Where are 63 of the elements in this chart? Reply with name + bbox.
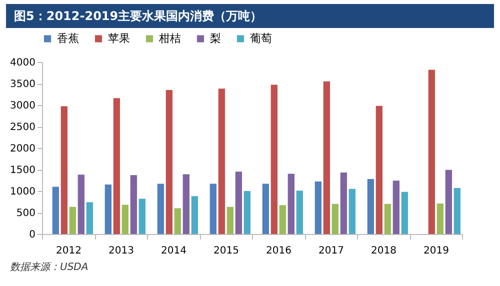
bar [235,172,242,234]
bar [401,192,408,234]
bar [52,186,60,234]
bar [60,106,68,234]
legend-label: 葡萄 [250,32,272,45]
y-tick-label: 3500 [10,79,36,90]
legend-label: 梨 [210,32,221,45]
y-tick-label: 2000 [10,144,36,154]
bar [210,184,217,234]
bar [122,204,128,234]
bar [157,184,164,234]
x-tick-label: 2019 [424,246,449,256]
bar [138,198,146,234]
legend-label: 苹果 [108,32,130,45]
bar [270,84,278,234]
bar [191,196,198,234]
bar [78,174,84,234]
bar [384,204,391,234]
bar [244,191,250,234]
bar [367,178,374,234]
bar [296,190,303,234]
bar [314,182,322,234]
x-tick-label: 2016 [266,246,292,256]
legend-label: 香蕉 [57,32,79,45]
bar [436,203,444,234]
bar [166,90,172,234]
x-tick-label: 2013 [108,246,134,256]
y-tick-label: 1500 [10,165,36,176]
bar [376,106,382,234]
y-tick-label: 1000 [10,186,36,198]
y-tick-label: 0 [29,230,36,240]
bar [340,172,347,234]
y-tick-label: 3000 [10,100,36,112]
bar [86,202,93,234]
x-tick-label: 2012 [56,246,82,256]
x-tick-label: 2017 [318,246,344,256]
bar [69,206,76,234]
y-tick-label: 500 [16,208,36,219]
x-tick-label: 2015 [214,246,239,256]
source-note: 数据来源：USDA [10,260,90,274]
bar [130,175,137,234]
bar [262,184,270,234]
bar [288,174,294,234]
y-tick-label: 2500 [10,122,36,133]
bar [445,170,452,234]
bar [323,81,330,234]
bar [113,98,120,234]
y-tick-label: 4000 [10,58,36,68]
bar [279,205,286,234]
bar [226,206,234,234]
bar [454,188,460,234]
chart-title: 图5：2012-2019主要水果国内消费（万吨） [6,4,494,28]
bar [174,208,181,234]
bar [104,184,112,234]
bar [332,204,338,234]
bar [348,188,356,234]
bar [218,88,225,234]
x-tick-label: 2018 [371,246,396,256]
bar [428,70,435,234]
legend-label: 柑桔 [158,32,181,45]
bar [392,180,400,234]
bar [182,174,190,234]
x-tick-label: 2014 [161,246,186,256]
